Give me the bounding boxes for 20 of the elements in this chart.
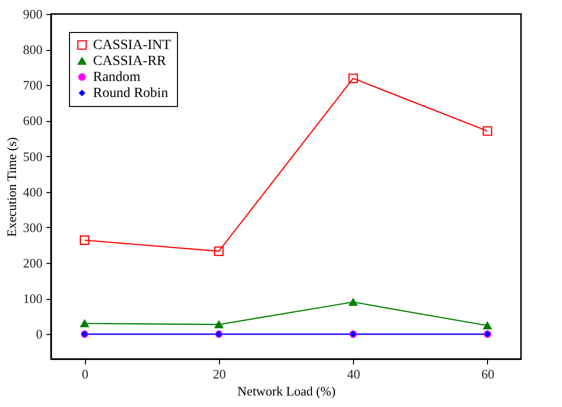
- y-tick-label: 500: [23, 148, 42, 164]
- y-tick-label: 200: [23, 255, 42, 270]
- y-tick-label: 300: [23, 220, 42, 235]
- y-tick-label: 100: [23, 291, 42, 306]
- x-tick-label: 40: [347, 366, 360, 382]
- y-axis-title: Execution Time (s): [4, 137, 19, 237]
- y-tick-label: 600: [23, 113, 42, 128]
- legend-label: Round Robin: [93, 86, 168, 101]
- x-tick-label: 0: [82, 366, 88, 382]
- y-tick-label: 700: [23, 78, 42, 93]
- y-tick-label: 900: [23, 6, 42, 22]
- y-tick-label: 800: [23, 42, 42, 58]
- x-axis-title: Network Load (%): [237, 384, 336, 398]
- legend-label: CASSIA-RR: [93, 54, 167, 69]
- x-tick-label: 60: [481, 366, 494, 382]
- legend-label: Random: [93, 70, 141, 85]
- y-tick-label: 400: [23, 184, 42, 200]
- x-tick-label: 20: [212, 366, 226, 382]
- y-tick-label: 0: [36, 326, 42, 342]
- legend-label: CASSIA-INT: [93, 38, 172, 53]
